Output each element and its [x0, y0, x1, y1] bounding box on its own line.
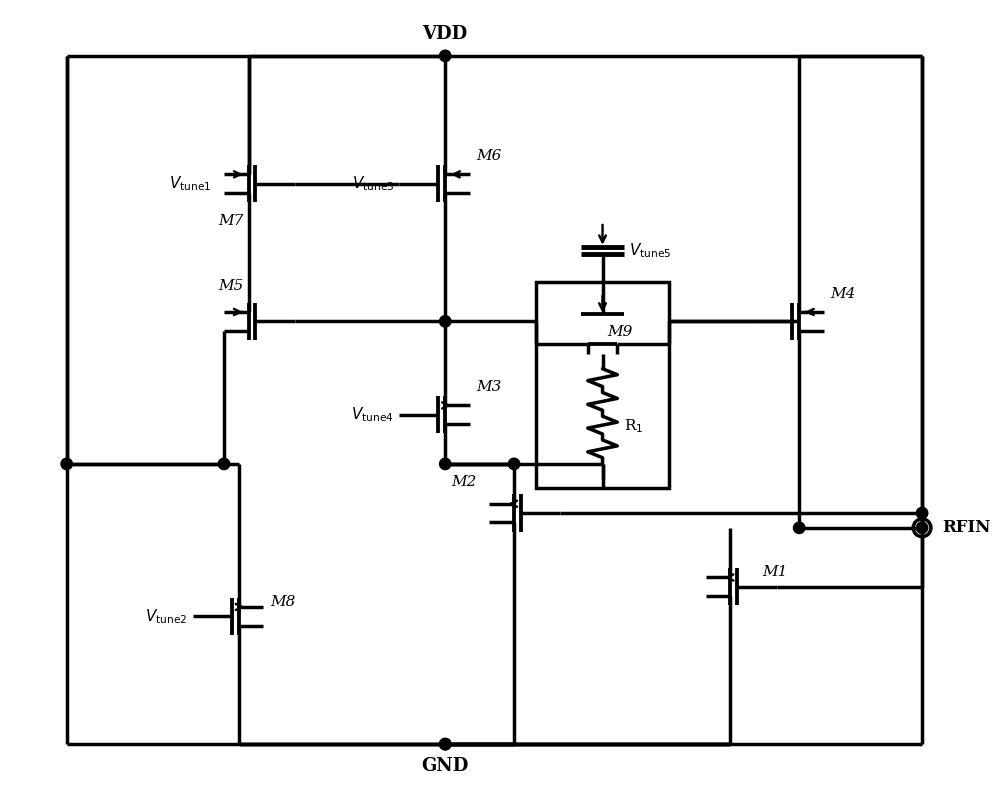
Text: RFIN: RFIN [942, 519, 990, 536]
Text: M1: M1 [762, 565, 787, 579]
Text: M6: M6 [477, 149, 502, 163]
Circle shape [793, 522, 805, 534]
Circle shape [440, 316, 451, 327]
Text: $V_{\rm tune3}$: $V_{\rm tune3}$ [352, 174, 394, 193]
Text: GND: GND [422, 757, 469, 775]
Circle shape [218, 458, 230, 470]
Text: $V_{\rm tune5}$: $V_{\rm tune5}$ [629, 242, 672, 260]
Text: VDD: VDD [423, 25, 468, 43]
Circle shape [508, 458, 520, 470]
Circle shape [440, 50, 451, 62]
Text: $V_{\rm tune1}$: $V_{\rm tune1}$ [169, 174, 211, 193]
Circle shape [440, 738, 451, 750]
Text: M7: M7 [218, 214, 244, 228]
Circle shape [440, 738, 451, 750]
Text: M5: M5 [218, 279, 244, 293]
Text: R$_1$: R$_1$ [624, 418, 644, 435]
Text: M9: M9 [607, 325, 633, 339]
Text: M8: M8 [270, 594, 296, 609]
Circle shape [916, 507, 928, 518]
Text: $V_{\rm tune4}$: $V_{\rm tune4}$ [351, 406, 394, 424]
Text: M4: M4 [831, 287, 856, 301]
Circle shape [440, 458, 451, 470]
Text: M2: M2 [451, 474, 477, 489]
Text: M3: M3 [477, 380, 502, 394]
FancyBboxPatch shape [536, 282, 669, 489]
Text: $V_{\rm tune2}$: $V_{\rm tune2}$ [145, 607, 188, 626]
Circle shape [61, 458, 72, 470]
Circle shape [916, 522, 928, 534]
